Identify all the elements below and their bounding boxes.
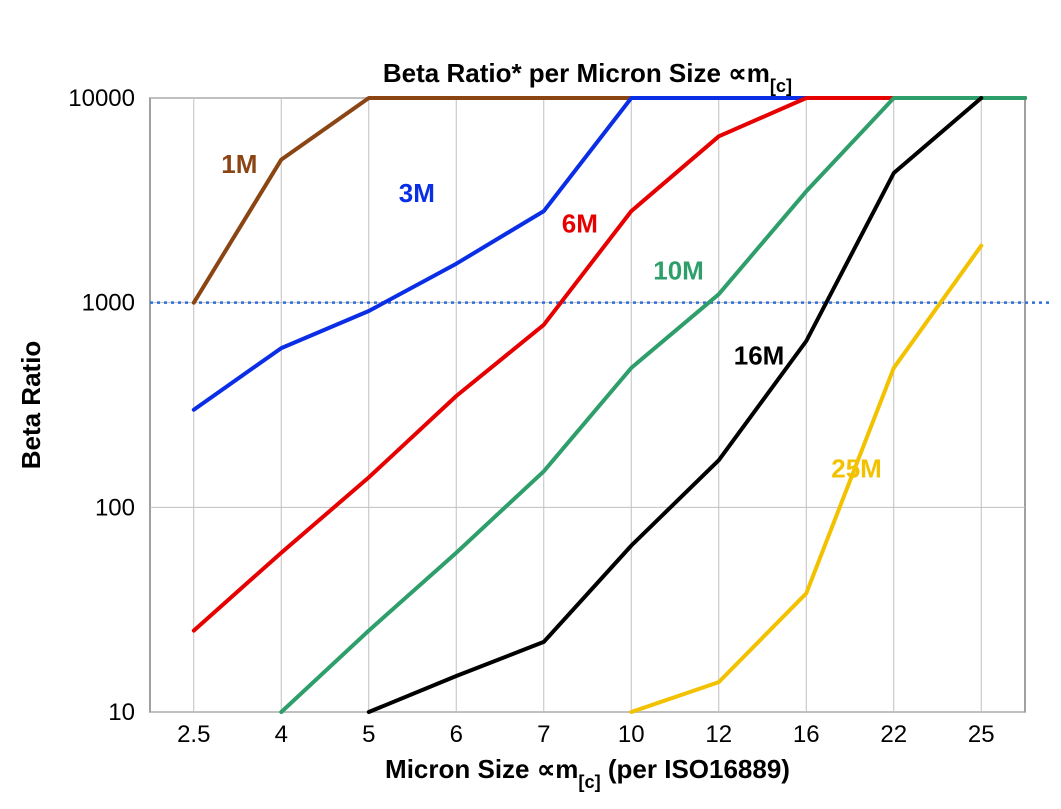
x-tick-label: 2.5 <box>177 721 210 748</box>
x-tick-label: 6 <box>450 721 463 748</box>
x-tick-label: 25 <box>968 721 995 748</box>
x-tick-label: 12 <box>705 721 732 748</box>
series-label-6m: 6M <box>562 209 598 239</box>
y-tick-label: 1000 <box>82 290 135 317</box>
series-label-3m: 3M <box>399 178 435 208</box>
series-label-16m: 16M <box>734 340 785 370</box>
x-tick-label: 7 <box>537 721 550 748</box>
series-label-10m: 10M <box>653 255 704 285</box>
y-axis-label: Beta Ratio <box>16 341 46 470</box>
y-tick-label: 10000 <box>68 85 135 112</box>
x-tick-label: 22 <box>880 721 907 748</box>
y-tick-label: 10 <box>108 699 135 726</box>
series-label-25m: 25M <box>831 453 882 483</box>
x-tick-label: 5 <box>362 721 375 748</box>
y-tick-label: 100 <box>95 494 135 521</box>
series-label-1m: 1M <box>221 149 257 179</box>
x-tick-label: 10 <box>618 721 645 748</box>
beta-ratio-chart: 10 100 1000 10000 2.5 4 5 6 7 10 12 16 22 25 1M 3M 6M 10M… <box>0 0 1061 809</box>
x-tick-label: 4 <box>275 721 288 748</box>
x-tick-label: 16 <box>793 721 820 748</box>
chart-container: 10 100 1000 10000 2.5 4 5 6 7 10 12 16 22 25 1M 3M 6M 10M… <box>0 0 1061 809</box>
